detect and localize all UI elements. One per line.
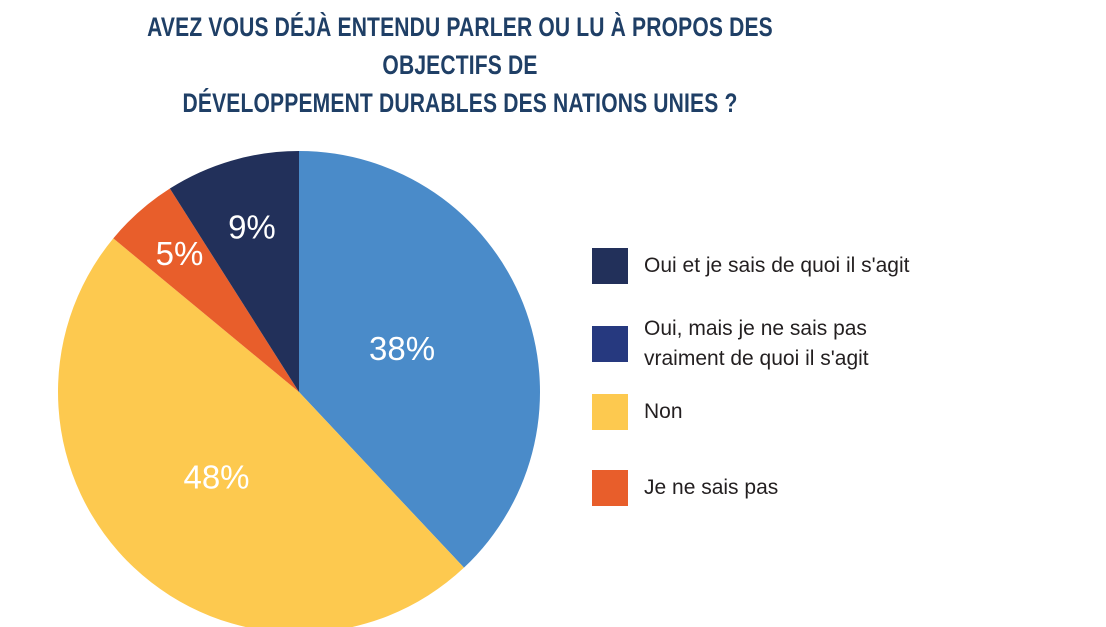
chart-title: AVEZ VOUS DÉJÀ ENTENDU PARLER OU LU À PR… — [101, 8, 819, 122]
pie-slice-oui-pas-vraiment — [299, 151, 541, 568]
pie-slice-oui-sais — [169, 151, 299, 392]
chart-title-line-1: AVEZ VOUS DÉJÀ ENTENDU PARLER OU LU À PR… — [147, 12, 773, 80]
legend-swatch-non — [592, 394, 628, 430]
chart-legend: Oui et je sais de quoi il s'agit Oui, ma… — [592, 248, 1012, 518]
legend-item-oui-sais: Oui et je sais de quoi il s'agit — [592, 248, 909, 284]
legend-item-non: Non — [592, 394, 683, 430]
chart-title-line-2: DÉVELOPPEMENT DURABLES DES NATIONS UNIES… — [182, 88, 738, 118]
pie-label-je-ne-sais-pas: 5% — [156, 235, 204, 272]
pie-slice-je-ne-sais-pas — [113, 188, 299, 392]
pie-label-oui-pas-vraiment: 38% — [369, 330, 435, 367]
legend-label-oui-pas-vraiment: Oui, mais je ne sais pas vraiment de quo… — [644, 317, 869, 370]
pie-label-non: 48% — [183, 459, 249, 496]
legend-label-je-ne-sais-pas: Je ne sais pas — [644, 476, 779, 499]
legend-label-non: Non — [644, 400, 683, 423]
pie-slice-non — [58, 238, 464, 627]
pie-label-oui-sais: 9% — [228, 209, 276, 246]
legend-item-je-ne-sais-pas: Je ne sais pas — [592, 470, 778, 506]
legend-swatch-oui-pas-vraiment — [592, 326, 628, 362]
legend-label-oui-sais: Oui et je sais de quoi il s'agit — [644, 254, 910, 277]
legend-swatch-je-ne-sais-pas — [592, 470, 628, 506]
legend-swatch-oui-sais — [592, 248, 628, 284]
legend-item-oui-pas-vraiment: Oui, mais je ne sais pas vraiment de quo… — [592, 314, 869, 374]
